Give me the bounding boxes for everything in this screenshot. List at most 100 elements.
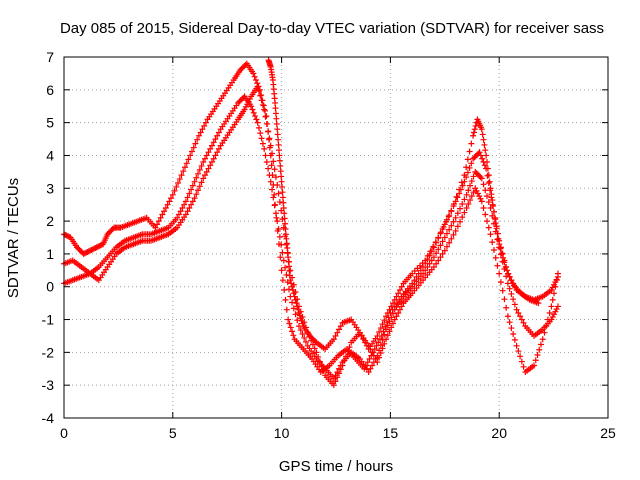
data-point	[275, 136, 282, 143]
data-point	[336, 326, 343, 333]
data-point	[381, 317, 388, 324]
data-point	[316, 358, 323, 365]
data-point	[271, 202, 278, 209]
data-point	[446, 239, 453, 246]
data-point	[62, 231, 69, 238]
data-point	[477, 152, 484, 159]
data-point	[253, 116, 260, 123]
data-point	[152, 224, 159, 231]
data-point	[255, 88, 262, 95]
data-point	[173, 183, 180, 190]
data-point	[485, 224, 492, 231]
data-point	[466, 164, 473, 171]
data-point	[537, 341, 544, 348]
data-point	[450, 231, 457, 238]
data-point	[275, 147, 282, 154]
data-point	[235, 99, 242, 106]
data-point	[182, 211, 189, 218]
data-point	[186, 204, 193, 211]
data-point	[276, 152, 283, 159]
data-point	[494, 262, 501, 269]
data-point	[159, 211, 166, 218]
data-point	[511, 301, 518, 308]
data-point	[419, 260, 426, 267]
data-point	[299, 320, 306, 327]
data-point	[107, 228, 114, 235]
data-point	[259, 140, 266, 147]
data-point	[199, 126, 206, 133]
data-point	[87, 247, 94, 254]
data-point	[278, 267, 285, 274]
data-point	[306, 332, 313, 339]
data-point	[287, 277, 294, 284]
data-point	[520, 363, 527, 370]
data-point	[370, 352, 377, 359]
data-point	[482, 211, 489, 218]
data-point	[454, 223, 461, 230]
data-point	[261, 145, 268, 152]
data-point	[238, 65, 245, 72]
data-point	[369, 362, 376, 369]
data-point	[470, 132, 477, 139]
data-point	[495, 235, 502, 242]
data-point	[430, 243, 437, 250]
data-point	[476, 172, 483, 179]
data-point	[384, 322, 391, 329]
data-point	[193, 174, 200, 181]
data-point	[268, 162, 275, 169]
data-point	[283, 306, 290, 313]
data-point	[487, 185, 494, 192]
data-point	[457, 205, 464, 212]
data-point	[372, 355, 379, 362]
data-point	[290, 290, 297, 297]
data-point	[238, 96, 245, 103]
data-point	[339, 362, 346, 369]
data-point	[554, 303, 561, 310]
data-point	[210, 139, 217, 146]
data-point	[470, 189, 477, 196]
data-point	[481, 141, 488, 148]
data-point	[267, 142, 274, 149]
data-point	[552, 283, 559, 290]
data-point	[297, 315, 304, 322]
data-point	[334, 374, 341, 381]
data-point	[474, 190, 481, 197]
data-point	[553, 306, 560, 313]
data-point	[278, 178, 285, 185]
data-point	[441, 221, 448, 228]
data-point	[275, 225, 282, 232]
data-point	[346, 344, 353, 351]
data-point	[448, 208, 455, 215]
data-point	[548, 303, 555, 310]
grid	[64, 57, 608, 418]
data-point	[272, 110, 279, 117]
data-point	[315, 353, 322, 360]
data-point	[510, 296, 517, 303]
data-point	[508, 325, 515, 332]
data-point	[391, 296, 398, 303]
data-point	[194, 136, 201, 143]
data-point	[263, 113, 270, 120]
data-point	[424, 264, 431, 271]
data-point	[272, 99, 279, 106]
data-point	[446, 226, 453, 233]
data-point	[459, 214, 466, 221]
data-point	[241, 106, 248, 113]
data-point	[379, 336, 386, 343]
data-point	[310, 336, 317, 343]
data-point	[381, 340, 388, 347]
data-point	[459, 201, 466, 208]
data-point	[287, 267, 294, 274]
data-point	[252, 76, 259, 83]
data-marks	[61, 57, 561, 389]
data-point	[266, 135, 273, 142]
data-point	[292, 296, 299, 303]
data-point	[281, 215, 288, 222]
data-point	[275, 141, 282, 148]
data-point	[81, 250, 88, 257]
data-point	[282, 264, 289, 271]
data-point	[454, 210, 461, 217]
data-point	[337, 366, 344, 373]
data-point	[189, 198, 196, 205]
data-point	[66, 233, 73, 240]
